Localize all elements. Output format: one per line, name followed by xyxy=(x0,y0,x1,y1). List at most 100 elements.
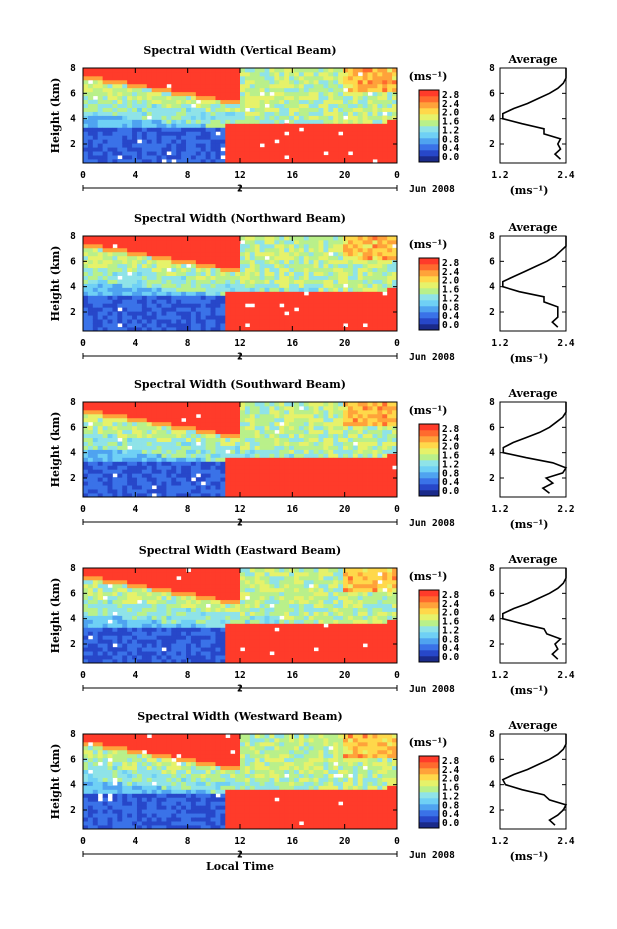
heatmap-cell xyxy=(269,68,275,73)
heatmap-cell xyxy=(333,409,339,415)
heatmap-cell xyxy=(112,461,118,466)
heatmap-cell xyxy=(92,651,99,656)
heatmap-cell xyxy=(249,409,256,415)
average-y-tick-label: 2 xyxy=(489,139,495,150)
heatmap-cell xyxy=(87,259,94,265)
heatmap-cell xyxy=(240,445,246,450)
heatmap-cell xyxy=(308,283,314,288)
heatmap-cell xyxy=(352,259,359,265)
heatmap-cell xyxy=(127,251,133,257)
heatmap-cell xyxy=(176,303,182,308)
heatmap-cell xyxy=(298,437,305,442)
heatmap-cell xyxy=(176,91,182,97)
heatmap-cell xyxy=(313,267,319,273)
heatmap-cell xyxy=(293,323,300,328)
heatmap-cell xyxy=(220,441,226,446)
heatmap-cell xyxy=(382,271,388,276)
heatmap-cell xyxy=(166,271,172,276)
heatmap-cell xyxy=(244,465,251,470)
heatmap-cell xyxy=(112,135,118,140)
heatmap-cell xyxy=(186,315,192,320)
heatmap-cell xyxy=(166,131,172,136)
heatmap-cell xyxy=(382,267,388,273)
heatmap-cell xyxy=(289,255,295,261)
heatmap-cell xyxy=(259,239,265,245)
heatmap-cell xyxy=(127,143,133,148)
heatmap-cell xyxy=(357,251,364,257)
heatmap-cell xyxy=(235,91,241,97)
heatmap-cell xyxy=(279,95,285,101)
heatmap-cell xyxy=(289,75,295,81)
heatmap-cell xyxy=(112,287,118,292)
heatmap-cell xyxy=(151,131,157,136)
heatmap-cell xyxy=(392,461,398,466)
heatmap-cell xyxy=(293,433,300,439)
heatmap-cell xyxy=(293,481,300,486)
heatmap-cell xyxy=(244,151,251,156)
heatmap-cell xyxy=(303,405,310,411)
heatmap-cell xyxy=(87,417,94,423)
heatmap-cell xyxy=(264,461,270,466)
heatmap-cell xyxy=(240,489,246,494)
heatmap-cell xyxy=(318,303,324,308)
heatmap-cell xyxy=(264,315,270,320)
heatmap-cell xyxy=(136,155,143,160)
heatmap-cell xyxy=(146,255,153,261)
heatmap-cell xyxy=(186,91,192,97)
heatmap-cell xyxy=(83,587,89,593)
heatmap-cell xyxy=(156,461,162,466)
heatmap-cell xyxy=(195,127,202,132)
heatmap-cell xyxy=(323,437,329,442)
heatmap-cell xyxy=(338,107,344,112)
colorbar-segment xyxy=(419,264,439,271)
heatmap-cell xyxy=(333,295,339,300)
heatmap-cell xyxy=(333,243,339,249)
heatmap-cell xyxy=(136,267,143,273)
heatmap-cell xyxy=(333,267,339,273)
heatmap-cell xyxy=(313,441,319,446)
heatmap-cell xyxy=(372,151,378,156)
heatmap-cell xyxy=(338,79,344,85)
heatmap-cell xyxy=(156,405,162,411)
heatmap-cell xyxy=(323,469,329,474)
heatmap-cell xyxy=(205,489,211,494)
heatmap-cell xyxy=(92,583,99,589)
heatmap-cell xyxy=(127,95,133,101)
heatmap-cell xyxy=(230,485,236,490)
heatmap-cell xyxy=(166,493,172,498)
heatmap-cell xyxy=(92,127,99,132)
heatmap-cell xyxy=(225,91,231,97)
heatmap-cell xyxy=(97,139,104,144)
heatmap-cell xyxy=(235,425,241,431)
heatmap-cell xyxy=(127,155,133,160)
heatmap-cell xyxy=(362,433,368,439)
heatmap-cell xyxy=(392,303,398,308)
heatmap-cell xyxy=(284,75,290,81)
heatmap-cell xyxy=(387,319,393,324)
heatmap-cell xyxy=(97,155,104,160)
heatmap-cell xyxy=(367,247,373,253)
heatmap-cell xyxy=(259,402,265,407)
heatmap-cell xyxy=(210,421,216,427)
heatmap-cell xyxy=(200,327,207,332)
heatmap-cell xyxy=(352,425,359,431)
heatmap-cell xyxy=(347,417,354,423)
heatmap-cell xyxy=(107,453,113,458)
heatmap-cell xyxy=(146,263,153,269)
heatmap-cell xyxy=(249,95,256,101)
heatmap-cell xyxy=(156,263,162,269)
heatmap-cell xyxy=(240,469,246,474)
heatmap-cell xyxy=(264,425,270,431)
heatmap-cell xyxy=(274,75,280,81)
panel-3: Spectral Width (Eastward Beam)2468Height… xyxy=(49,544,575,697)
heatmap-cell xyxy=(205,159,211,164)
heatmap-cell xyxy=(176,135,182,140)
heatmap-cell xyxy=(92,71,99,77)
heatmap-cell xyxy=(210,299,216,304)
heatmap-cell xyxy=(210,131,216,136)
heatmap-cell xyxy=(284,271,290,276)
heatmap-cell xyxy=(83,647,89,652)
heatmap-cell xyxy=(181,119,187,124)
heatmap-cell xyxy=(107,445,113,450)
heatmap-cell xyxy=(313,131,319,136)
